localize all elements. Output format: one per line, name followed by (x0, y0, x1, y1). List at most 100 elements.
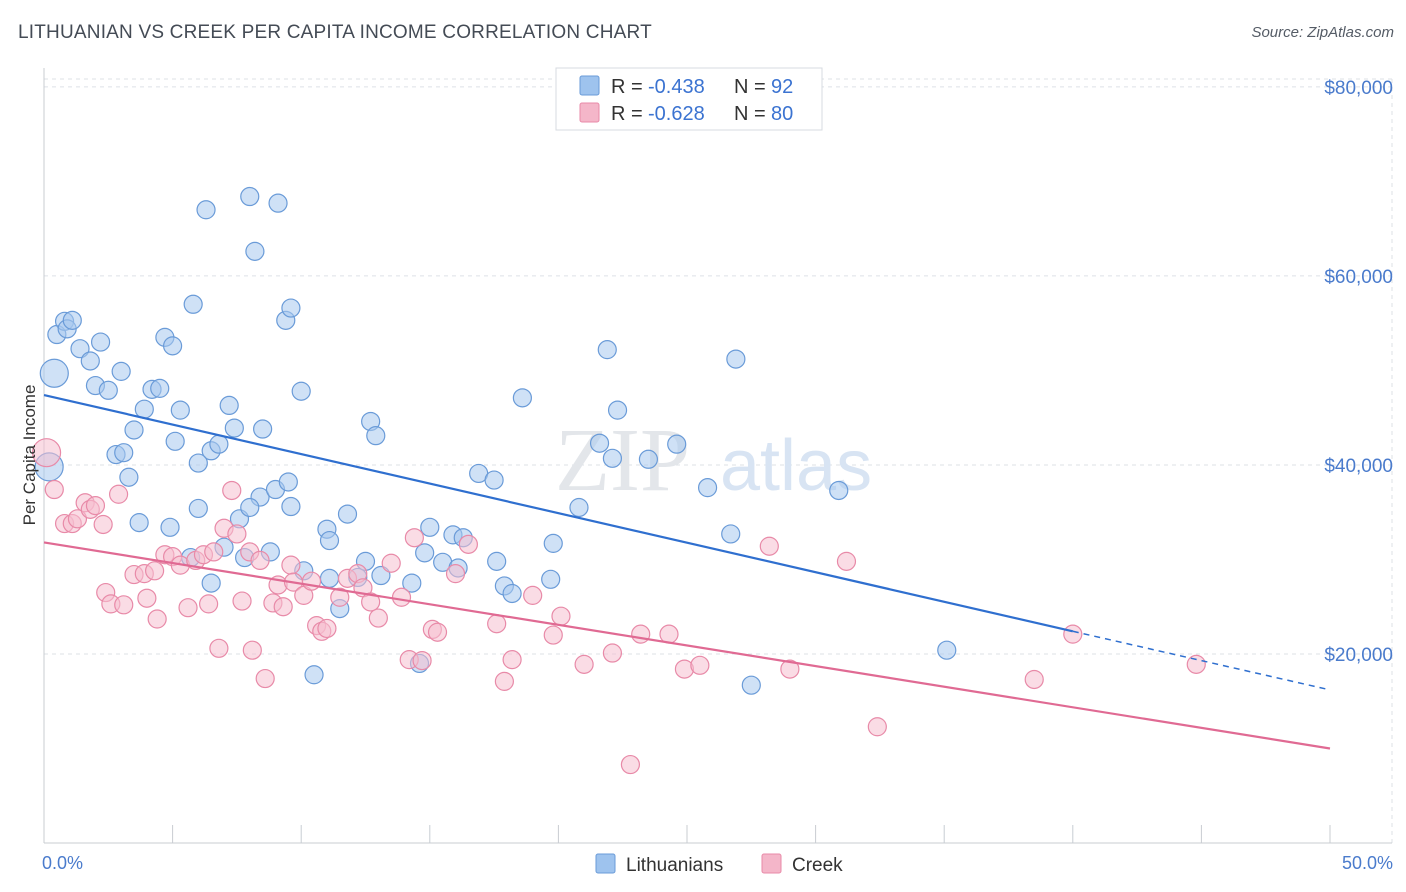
lithuanian-point (196, 200, 216, 220)
lithuanian-point (589, 433, 610, 453)
y-tick-label: $80,000 (1324, 78, 1393, 99)
lithuanian-point (543, 533, 563, 553)
creek-point (93, 514, 113, 535)
lithuanian-point (90, 332, 111, 352)
creek-point (114, 595, 134, 615)
lithuanian-point (240, 186, 260, 207)
y-axis-label: Per Capita Income (20, 385, 39, 526)
creek-point (458, 534, 478, 554)
creek-point (144, 561, 165, 581)
creek-point (255, 668, 275, 689)
creek-point (574, 654, 594, 674)
legend-swatch-creek (579, 102, 600, 123)
lithuanian-point (602, 448, 623, 468)
creek-point (551, 606, 571, 626)
lithuanian-point (240, 497, 260, 518)
chart-source: Source: ZipAtlas.com (1251, 24, 1394, 41)
lithuanian-point (281, 298, 301, 318)
lithuanian-point (183, 294, 203, 314)
lithuanian-point (170, 400, 190, 420)
lithuanian-point (937, 640, 957, 660)
lithuanian-point (224, 418, 244, 438)
x-tick-label-max: 50.0% (1342, 853, 1393, 873)
lithuanian-point (98, 380, 118, 400)
lithuanian-point (484, 470, 504, 490)
creek-point (502, 650, 522, 670)
creek-point (227, 524, 247, 544)
creek-point (1063, 624, 1083, 644)
creek-point (199, 594, 219, 614)
lithuanian-point (829, 480, 849, 501)
creek-point (250, 550, 270, 571)
lithuanian-point (319, 530, 340, 551)
lithuanian-point (70, 339, 90, 359)
creek-point (836, 551, 857, 571)
legend-r-value-1: -0.438 (648, 76, 705, 98)
lithuanian-point (119, 467, 139, 487)
legend-n-label-1: N = (734, 76, 766, 98)
creek-point (242, 640, 262, 660)
creek-point (445, 564, 466, 584)
creek-point (759, 536, 779, 556)
creek-point (67, 509, 88, 529)
watermark-zip: ZIP (555, 411, 690, 510)
lithuanian-point (209, 434, 229, 454)
creek-point (317, 618, 337, 639)
lithuanian-point (371, 565, 391, 586)
creek-point (108, 484, 129, 504)
legend-r-value-2: -0.628 (648, 103, 705, 125)
creek-point (368, 608, 388, 628)
creek-point (147, 609, 167, 629)
creek-trend-line (43, 541, 1331, 750)
lithuanian-point (721, 524, 741, 544)
legend-swatch-lithuanians (579, 75, 600, 96)
lithuanian-point (420, 517, 440, 537)
creek-point (31, 438, 62, 468)
lithuanian-point (188, 498, 208, 519)
creek-point (659, 624, 679, 644)
bottom-legend: Lithuanians Creek (595, 853, 843, 876)
creek-point (381, 553, 401, 573)
creek-point (204, 542, 224, 562)
lithuanian-point (697, 478, 718, 498)
lithuanian-point (667, 434, 687, 454)
lithuanian-point (487, 551, 507, 571)
points-layer (31, 186, 1206, 775)
lithuanian-point (124, 420, 144, 440)
lithuanian-point (111, 361, 131, 381)
lithuanian-point (366, 426, 386, 446)
creek-point (391, 587, 412, 607)
creek-point (361, 592, 381, 612)
legend-r-label-1: R = (611, 76, 643, 98)
creek-point (631, 624, 651, 644)
legend-n-value-1: 92 (771, 76, 793, 98)
lithuanian-point (607, 400, 628, 420)
creek-point (494, 671, 514, 691)
creek-point (620, 754, 641, 775)
lithuanian-point (502, 583, 522, 604)
creek-point (602, 643, 623, 663)
lithuanian-point (245, 241, 265, 261)
lithuanian-point (741, 675, 761, 695)
creek-point (137, 588, 157, 608)
bottom-legend-swatch-creek (761, 853, 782, 874)
lithuanian-point (638, 449, 659, 469)
creek-point (427, 622, 448, 642)
lithuanian-point (201, 573, 221, 593)
y-tick-label: $40,000 (1324, 456, 1393, 477)
creek-point (543, 625, 563, 645)
lithuanian-point (150, 378, 170, 398)
creek-point (780, 659, 800, 679)
creek-point (232, 591, 252, 611)
lithuanian-point (319, 568, 340, 588)
lithuanian-point (569, 497, 589, 518)
bottom-legend-swatch-lithuanians (595, 853, 616, 874)
lithuanian-point (268, 193, 288, 213)
legend-box (555, 67, 823, 131)
lithuanian-trend-line (43, 393, 1074, 633)
bottom-legend-label-creek: Creek (792, 855, 843, 876)
creek-point (44, 479, 64, 500)
legend-n-label-2: N = (734, 103, 766, 125)
legend-n-value-2: 80 (771, 103, 793, 125)
